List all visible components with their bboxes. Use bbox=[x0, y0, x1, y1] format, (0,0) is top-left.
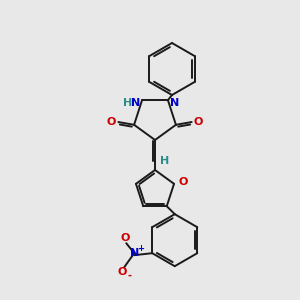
Text: O: O bbox=[121, 233, 130, 243]
Text: O: O bbox=[107, 117, 116, 127]
Text: O: O bbox=[194, 117, 203, 127]
Text: N: N bbox=[170, 98, 179, 108]
Text: N: N bbox=[130, 248, 139, 258]
Text: O: O bbox=[178, 177, 188, 187]
Text: N: N bbox=[131, 98, 140, 108]
Text: H: H bbox=[123, 98, 132, 108]
Text: O: O bbox=[118, 267, 127, 277]
Text: -: - bbox=[127, 271, 131, 281]
Text: H: H bbox=[160, 156, 169, 166]
Text: +: + bbox=[137, 244, 144, 253]
